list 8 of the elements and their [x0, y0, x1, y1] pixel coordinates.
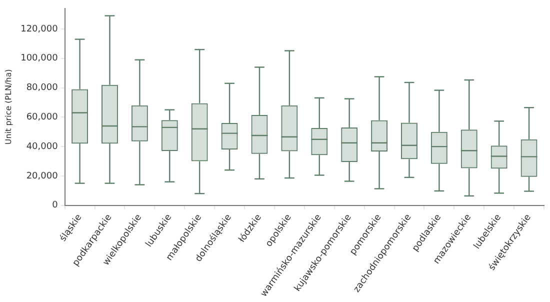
y-tick-label: 40,000 [26, 142, 58, 152]
y-tick-label: 0 [52, 200, 58, 211]
y-tick-label: 80,000 [26, 83, 58, 94]
y-axis-title: Unit price (PLN/ha) [4, 69, 13, 145]
y-tick-label: 60,000 [26, 112, 58, 122]
y-tick-label: 120,000 [20, 24, 58, 34]
y-tick-label: 100,000 [20, 54, 58, 64]
y-tick-label: 20,000 [26, 171, 58, 182]
